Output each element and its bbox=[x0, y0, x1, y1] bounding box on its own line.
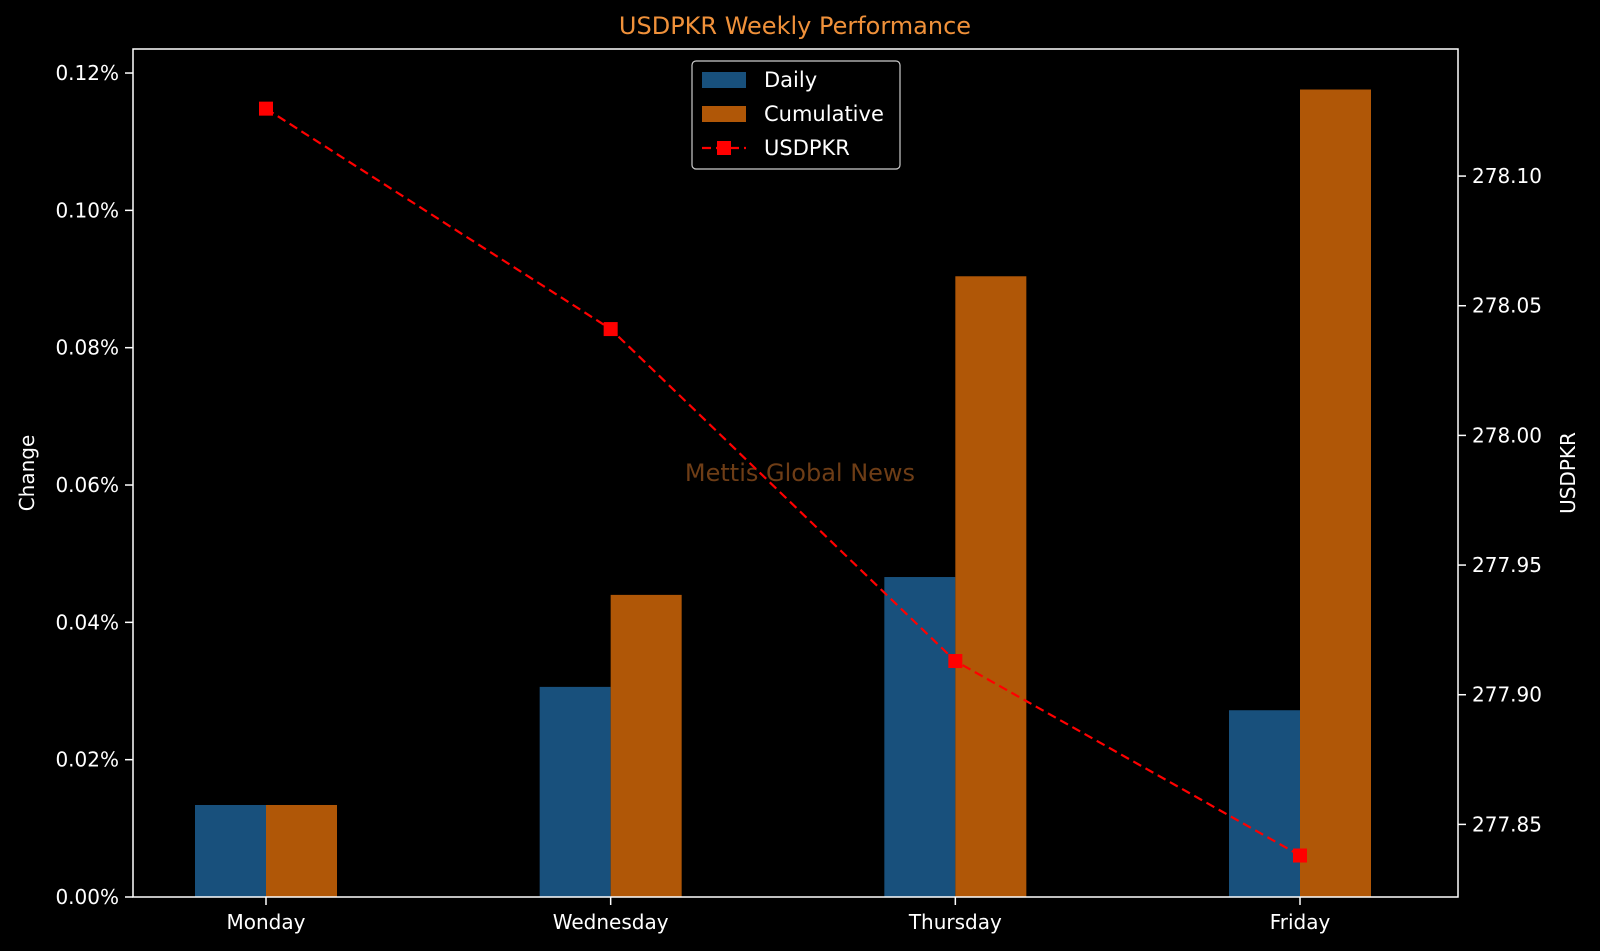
y-tick-label-right: 278.05 bbox=[1472, 294, 1542, 318]
watermark-text: Mettis Global News bbox=[685, 459, 915, 487]
legend: Daily Cumulative USDPKR bbox=[691, 60, 901, 170]
legend-label-daily: Daily bbox=[764, 68, 817, 92]
y-tick-label-right: 277.85 bbox=[1472, 812, 1542, 836]
x-tick-label: Monday bbox=[227, 910, 306, 934]
usdpkr-marker-wednesday bbox=[603, 322, 618, 337]
y-tick-label-left: 0.02% bbox=[55, 748, 119, 772]
x-tick-label: Wednesday bbox=[553, 910, 669, 934]
legend-label-cumulative: Cumulative bbox=[764, 102, 884, 126]
y-tick-label-left: 0.10% bbox=[55, 198, 119, 222]
plot-frame bbox=[132, 48, 1459, 898]
bar-cumulative-thursday bbox=[955, 276, 1027, 898]
y-axis-title-right: USDPKR bbox=[1556, 432, 1580, 514]
usdpkr-marker-friday bbox=[1293, 848, 1307, 863]
y-tick-label-left: 0.08% bbox=[55, 336, 119, 360]
y-tick-label-left: 0.06% bbox=[55, 473, 119, 497]
bar-daily-wednesday bbox=[539, 686, 611, 897]
bar-cumulative-wednesday bbox=[610, 594, 682, 897]
usdpkr-line bbox=[265, 107, 1301, 857]
legend-marker-usdpkr bbox=[717, 141, 731, 155]
axes-layer: 0.00% 0.02% 0.04% 0.06% 0.08% 0.10% 0.12% 277.8… bbox=[15, 48, 1580, 934]
y-tick-label-left: 0.04% bbox=[55, 610, 119, 634]
bar-daily-friday bbox=[1229, 710, 1300, 897]
usdpkr-line-layer bbox=[259, 101, 1307, 863]
x-tick-label: Thursday bbox=[908, 910, 1002, 934]
bar-cumulative-monday bbox=[266, 804, 337, 897]
bar-daily-thursday bbox=[884, 577, 956, 897]
y-tick-label-right: 278.10 bbox=[1472, 164, 1542, 188]
y-tick-label-right: 278.00 bbox=[1472, 423, 1542, 447]
y-tick-label-right: 277.90 bbox=[1472, 683, 1542, 707]
legend-swatch-cumulative bbox=[702, 106, 746, 122]
y-axis-title-left: Change bbox=[15, 435, 39, 512]
y-tick-label-left: 0.00% bbox=[55, 885, 119, 909]
y-tick-label-left: 0.12% bbox=[55, 61, 119, 85]
usdpkr-marker-monday bbox=[259, 101, 273, 116]
usdpkr-marker-thursday bbox=[948, 654, 963, 669]
x-tick-label: Friday bbox=[1270, 910, 1331, 934]
bar-daily-monday bbox=[195, 804, 266, 897]
bar-cumulative-friday bbox=[1300, 89, 1371, 898]
chart-title: USDPKR Weekly Performance bbox=[619, 12, 971, 40]
legend-label-usdpkr: USDPKR bbox=[764, 136, 850, 160]
legend-swatch-daily bbox=[702, 72, 746, 88]
bars-layer bbox=[195, 89, 1371, 898]
y-tick-label-right: 277.95 bbox=[1472, 553, 1542, 577]
